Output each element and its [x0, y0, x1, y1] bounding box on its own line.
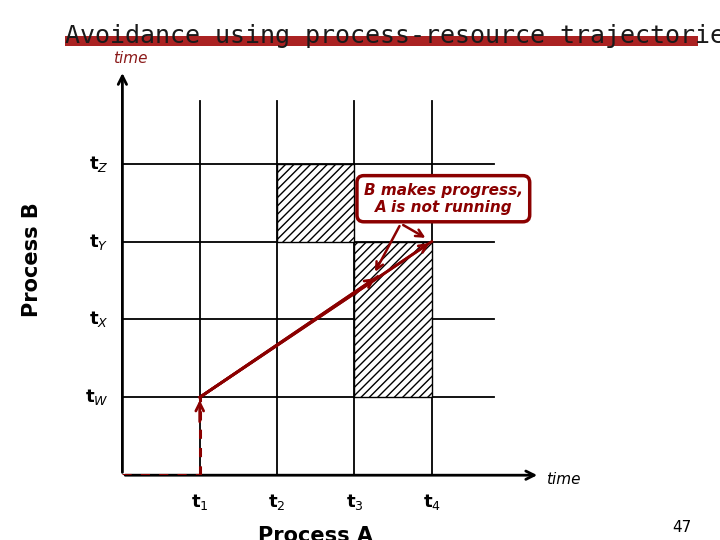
Text: t$_W$: t$_W$	[85, 387, 109, 407]
Text: t$_1$: t$_1$	[191, 492, 209, 512]
Text: t$_X$: t$_X$	[89, 309, 109, 329]
Text: Avoidance using process-resource trajectories: Avoidance using process-resource traject…	[65, 24, 720, 48]
Text: t$_Z$: t$_Z$	[89, 154, 109, 174]
Text: t$_2$: t$_2$	[269, 492, 286, 512]
Text: time: time	[113, 51, 148, 66]
Text: Process A: Process A	[258, 526, 373, 540]
Bar	[277, 164, 354, 241]
Text: B makes progress,
A is not running: B makes progress, A is not running	[364, 183, 523, 215]
Text: t$_Y$: t$_Y$	[89, 232, 109, 252]
Text: t$_3$: t$_3$	[346, 492, 364, 512]
Text: time: time	[546, 471, 581, 487]
Bar	[354, 241, 432, 397]
Text: t$_4$: t$_4$	[423, 492, 441, 512]
Text: Process B: Process B	[22, 202, 42, 316]
Text: 47: 47	[672, 519, 691, 535]
